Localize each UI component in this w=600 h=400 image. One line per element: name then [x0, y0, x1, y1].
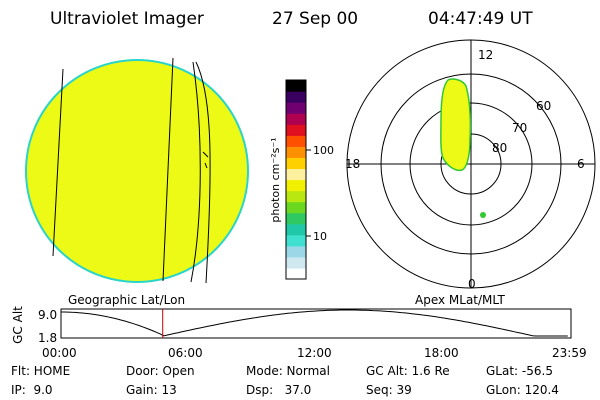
colorbar-band — [286, 212, 306, 225]
colorbar-band — [286, 80, 306, 92]
colorbar-band — [286, 179, 306, 192]
time-label: 04:47:49 UT — [428, 9, 533, 29]
mlt-label-12: 12 — [478, 48, 493, 62]
ip-status: IP: 9.0 — [11, 383, 53, 397]
mlat-label-70: 70 — [512, 121, 527, 135]
altitude-plot-frame — [60, 308, 572, 339]
altitude-plot: 9.0 1.8 GC Alt 00:00 06:00 12:00 18:00 2… — [11, 306, 587, 360]
colorbar-band — [286, 168, 306, 181]
colorbar-gradient — [286, 80, 306, 280]
date-label: 27 Sep 00 — [272, 9, 358, 29]
altitude-curve — [61, 309, 568, 337]
longitude-lines — [52, 57, 211, 284]
colorbar: 100 10 photon cm⁻²s⁻¹ — [269, 79, 334, 280]
mlat-label-60: 60 — [536, 99, 551, 113]
time-tick-1200: 12:00 — [297, 346, 332, 360]
colorbar-band — [286, 157, 306, 170]
gc-altitude-status: GC Alt: 1.6 Re — [366, 364, 450, 378]
geo-longitude: GLon: 120.4 — [486, 383, 559, 397]
colorbar-band — [286, 245, 306, 258]
colorbar-band — [286, 234, 306, 247]
colorbar-band — [286, 113, 306, 125]
colorbar-band — [286, 146, 306, 158]
door-status: Door: Open — [126, 364, 195, 378]
altitude-axis-label: GC Alt — [11, 306, 25, 344]
mlt-label-6: 6 — [577, 157, 585, 171]
earth-disk — [25, 59, 249, 283]
meridian-line — [52, 68, 64, 257]
mlt-label-0: 0 — [468, 277, 476, 291]
geographic-image — [25, 57, 249, 284]
altitude-tick-top: 9.0 — [38, 308, 57, 322]
mode-status: Mode: Normal — [246, 364, 330, 378]
gain-status: Gain: 13 — [126, 383, 177, 397]
auroral-oval — [440, 78, 472, 172]
colorbar-band — [286, 256, 306, 269]
colorbar-band — [286, 190, 306, 203]
colorbar-band — [286, 267, 306, 280]
status-info: Flt: HOME Door: Open Mode: Normal GC Alt… — [11, 364, 559, 397]
colorbar-band — [286, 201, 306, 214]
altitude-tick-bottom: 1.8 — [38, 331, 57, 345]
sequence-status: Seq: 39 — [366, 383, 412, 397]
instrument-title: Ultraviolet Imager — [50, 9, 204, 29]
colorbar-band — [286, 223, 306, 236]
polar-plot: 12 18 6 0 60 70 80 — [345, 39, 596, 291]
time-tick-0000: 00:00 — [42, 346, 77, 360]
geo-latitude: GLat: -56.5 — [486, 364, 553, 378]
colorbar-unit-label: photon cm⁻²s⁻¹ — [269, 137, 282, 222]
mlat-label-80: 80 — [492, 141, 507, 155]
colorbar-band — [286, 124, 306, 136]
aurora-spot — [480, 212, 486, 218]
time-tick-1800: 18:00 — [424, 346, 459, 360]
coastline — [202, 151, 209, 169]
left-panel-caption: Geographic Lat/Lon — [68, 293, 185, 307]
colorbar-band — [286, 91, 306, 103]
colorbar-frame — [285, 79, 307, 280]
meridian-line — [190, 61, 201, 283]
time-tick-0600: 06:00 — [168, 346, 203, 360]
colorbar-tick-label: 100 — [313, 144, 334, 157]
time-tick-2359: 23:59 — [552, 346, 587, 360]
mlt-label-18: 18 — [345, 157, 360, 171]
colorbar-band — [286, 135, 306, 147]
meridian-line — [162, 57, 174, 282]
flight-status: Flt: HOME — [11, 364, 70, 378]
right-panel-caption: Apex MLat/MLT — [415, 293, 505, 307]
colorbar-band — [286, 102, 306, 114]
dsp-status: Dsp: 37.0 — [246, 383, 311, 397]
meridian-line — [195, 61, 211, 284]
colorbar-tick-label: 10 — [313, 230, 327, 243]
